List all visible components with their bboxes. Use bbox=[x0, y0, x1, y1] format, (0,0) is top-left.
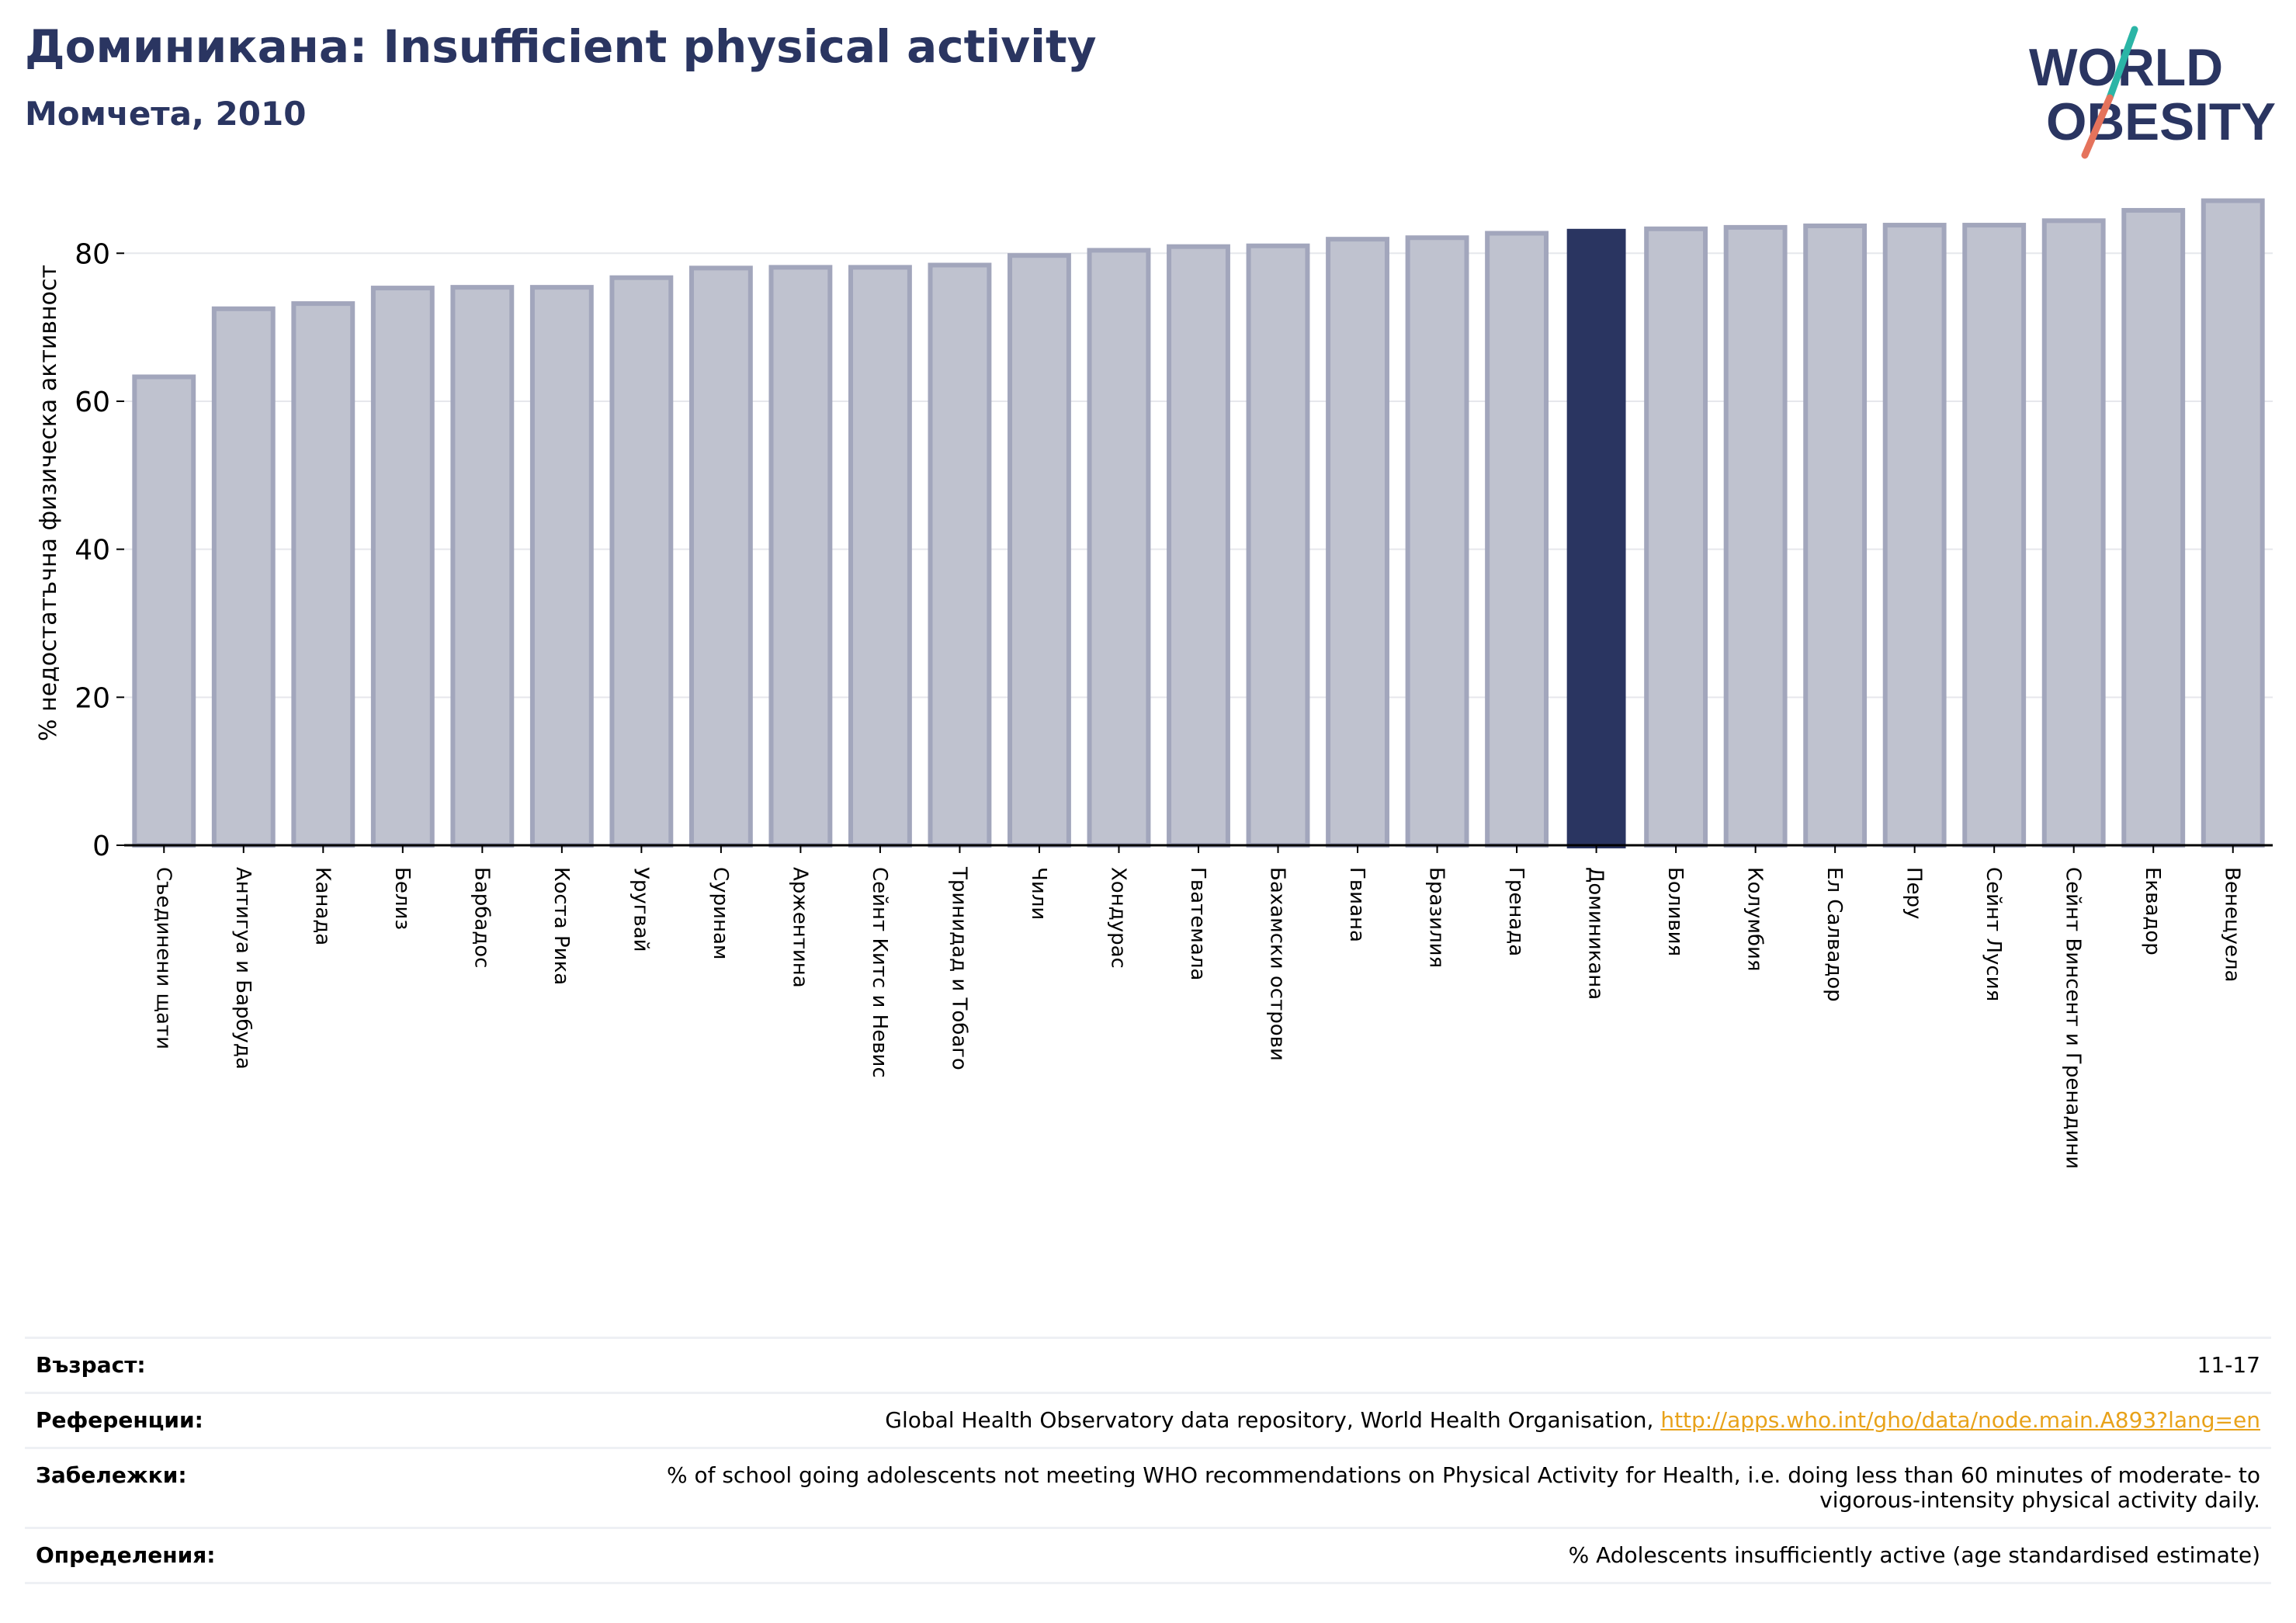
x-tick-label: Хондурас bbox=[1106, 867, 1129, 969]
definitions-value: % Adolescents insufficiently active (age… bbox=[1568, 1542, 2260, 1568]
x-tick-label: Барбадос bbox=[470, 867, 493, 968]
x-tick-label: Бахамски острови bbox=[1266, 867, 1289, 1061]
x-tick-label: Перу bbox=[1902, 867, 1926, 919]
x-tick-label: Гватемала bbox=[1186, 867, 1209, 980]
bar bbox=[2041, 218, 2106, 848]
bar bbox=[1882, 223, 1947, 848]
references-value: Global Health Observatory data repositor… bbox=[885, 1408, 2260, 1433]
x-tick-label: Суринам bbox=[709, 867, 732, 960]
meta-row-definitions: Определения: % Adolescents insufficientl… bbox=[25, 1527, 2271, 1584]
bar bbox=[1723, 224, 1788, 848]
x-tick-label: Белиз bbox=[390, 867, 414, 930]
bar bbox=[768, 265, 833, 848]
bar bbox=[1087, 248, 1151, 848]
x-tick-label: Чили bbox=[1027, 867, 1050, 920]
x-tick-label: Коста Рика bbox=[550, 867, 573, 985]
x-tick-label: Бразилия bbox=[1425, 867, 1448, 968]
y-tick-label: 40 bbox=[75, 535, 110, 567]
y-tick-label: 60 bbox=[75, 387, 110, 418]
bar bbox=[370, 286, 435, 848]
meta-row-age: Възраст: 11-17 bbox=[25, 1337, 2271, 1392]
notes-value: % of school going adolescents not meetin… bbox=[666, 1462, 2260, 1513]
references-link[interactable]: http://apps.who.int/gho/data/node.main.A… bbox=[1660, 1407, 2260, 1433]
bar bbox=[529, 285, 594, 848]
bar bbox=[1803, 223, 1868, 848]
x-tick-label: Гвиана bbox=[1345, 867, 1368, 942]
x-tick-label: Доминикана bbox=[1584, 867, 1608, 1000]
x-tick-label: Сейнт Лусия bbox=[1982, 867, 2005, 1001]
bar bbox=[848, 265, 912, 848]
bar bbox=[2201, 198, 2265, 848]
x-tick-label: Уругвай bbox=[629, 867, 652, 952]
axes bbox=[116, 252, 2273, 853]
logo-word-obesity: OBESITY bbox=[2046, 92, 2276, 151]
bar bbox=[132, 374, 196, 848]
x-tick-label: Антигуа и Барбуда bbox=[231, 867, 255, 1070]
logo-slash-teal bbox=[2106, 26, 2138, 102]
bar bbox=[609, 275, 674, 848]
bars bbox=[132, 198, 2265, 848]
bar bbox=[450, 285, 515, 848]
logo-slash-coral bbox=[2081, 94, 2114, 159]
bar bbox=[1405, 235, 1469, 848]
references-label: Референции: bbox=[36, 1407, 203, 1433]
notes-label: Забележки: bbox=[36, 1462, 187, 1488]
y-tick-label: 0 bbox=[92, 831, 110, 862]
axis-labels: 0 20 40 60 80 Съединени щати Антигуа и Барбуда… bbox=[75, 238, 2244, 1169]
bar bbox=[1485, 231, 1549, 848]
definitions-label: Определения: bbox=[36, 1542, 216, 1568]
x-tick-label: Еквадор bbox=[2141, 867, 2164, 955]
y-axis-title: % недостатъчна физическа активност bbox=[35, 265, 62, 741]
x-tick-label: Боливия bbox=[1663, 867, 1687, 956]
x-tick-label: Гренада bbox=[1504, 867, 1528, 956]
x-tick-label: Канада bbox=[310, 867, 334, 945]
x-tick-label: Сейнт Винсент и Гренадини bbox=[2062, 867, 2085, 1169]
x-tick-label: Тринидад и Тобаго bbox=[947, 866, 970, 1070]
bar bbox=[211, 306, 276, 848]
meta-row-notes: Забележки: % of school going adolescents… bbox=[25, 1447, 2271, 1527]
bar-highlighted bbox=[1566, 228, 1626, 848]
age-value: 11-17 bbox=[2197, 1352, 2260, 1378]
chart-title: Доминикана: Insufficient physical activi… bbox=[25, 20, 1097, 73]
x-tick-label: Колумбия bbox=[1743, 867, 1767, 972]
bar bbox=[688, 265, 753, 848]
bar bbox=[1167, 244, 1230, 848]
chart-subtitle: Момчета, 2010 bbox=[25, 95, 307, 133]
age-label: Възраст: bbox=[36, 1352, 146, 1378]
bar-chart: 0 20 40 60 80 Съединени щати Антигуа и Барбуда… bbox=[35, 198, 2273, 1169]
x-tick-label: Аржентина bbox=[788, 867, 811, 988]
y-tick-label: 80 bbox=[75, 238, 110, 270]
x-tick-label: Ел Салвадор bbox=[1823, 867, 1846, 1002]
bar bbox=[1008, 253, 1071, 848]
bar bbox=[2121, 207, 2186, 848]
y-tick-label: 20 bbox=[75, 682, 110, 714]
bar bbox=[1962, 223, 2027, 848]
bar bbox=[1326, 237, 1389, 848]
meta-row-references: Референции: Global Health Observatory da… bbox=[25, 1392, 2271, 1447]
bar bbox=[1246, 243, 1310, 848]
metadata-table: Възраст: 11-17 Референции: Global Health… bbox=[25, 1337, 2271, 1584]
bar bbox=[1644, 226, 1708, 848]
references-text: Global Health Observatory data repositor… bbox=[885, 1407, 1661, 1433]
x-tick-label: Съединени щати bbox=[151, 867, 175, 1049]
x-tick-label: Венецуела bbox=[2221, 867, 2244, 982]
x-tick-label: Сейнт Китс и Невис bbox=[868, 867, 891, 1078]
bar bbox=[928, 262, 992, 848]
world-obesity-logo: WORLD OBESITY bbox=[2029, 26, 2276, 159]
bar bbox=[291, 301, 355, 848]
